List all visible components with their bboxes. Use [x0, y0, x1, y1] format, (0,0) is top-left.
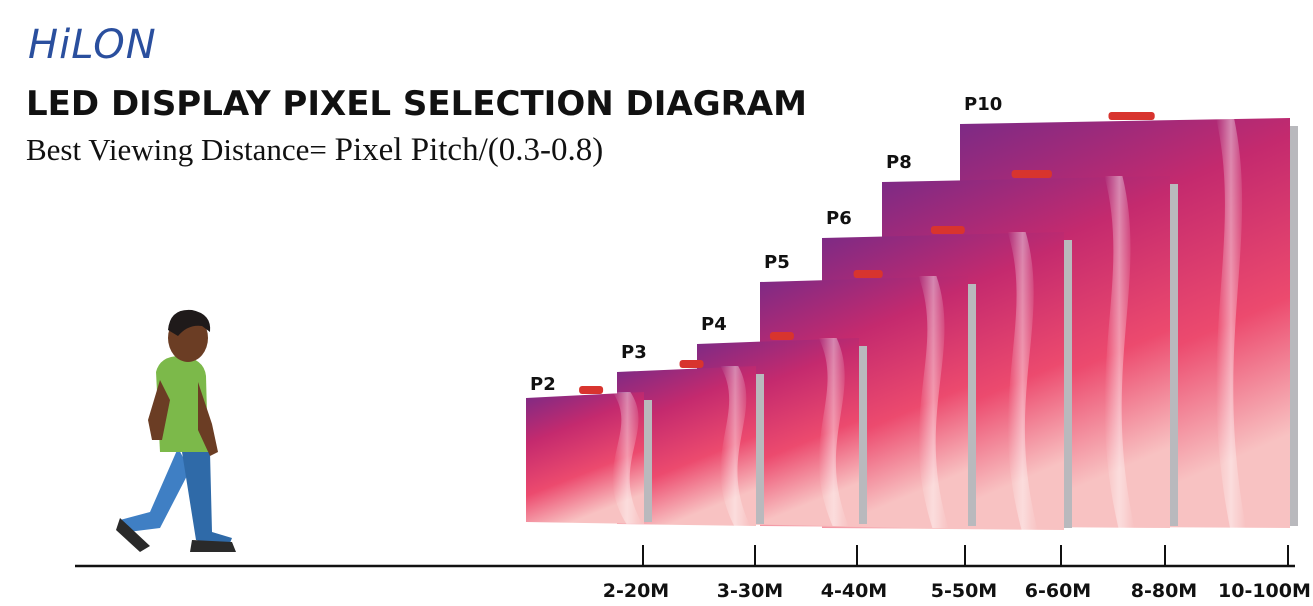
pitch-label-p10: P10: [964, 94, 1002, 115]
distance-label-p2: 2-20M: [603, 580, 669, 602]
walking-person-icon: [116, 309, 236, 552]
distance-label-p10: 10-100M: [1218, 580, 1311, 602]
distance-label-p8: 8-80M: [1131, 580, 1197, 602]
distance-label-p6: 6-60M: [1025, 580, 1091, 602]
formula-rhs: Pixel Pitch/(0.3-0.8): [334, 132, 604, 168]
pitch-label-p6: P6: [826, 208, 852, 229]
led-panels: [526, 112, 1298, 530]
distance-label-p4: 4-40M: [821, 580, 887, 602]
hilon-logo: HiLON: [28, 22, 157, 68]
formula-lhs: Best Viewing Distance=: [26, 132, 327, 167]
pitch-label-p2: P2: [530, 374, 556, 395]
pitch-label-p3: P3: [621, 342, 647, 363]
pitch-label-p5: P5: [764, 252, 790, 273]
pitch-label-p8: P8: [886, 152, 912, 173]
led-panel-p2: [526, 386, 652, 524]
distance-labels: 2-20M 3-30M 4-40M 5-50M 6-60M 8-80M 10-100M: [603, 580, 1311, 602]
pitch-label-p4: P4: [701, 314, 727, 335]
distance-label-p5: 5-50M: [931, 580, 997, 602]
page-title: LED DISPLAY PIXEL SELECTION DIAGRAM: [26, 84, 807, 124]
pitch-labels: P2 P3 P4 P5 P6 P8 P10: [530, 94, 1002, 395]
viewing-distance-formula: Best Viewing Distance= Pixel Pitch/(0.3-…: [26, 132, 603, 169]
distance-ticks: [642, 545, 1289, 566]
distance-label-p3: 3-30M: [717, 580, 783, 602]
